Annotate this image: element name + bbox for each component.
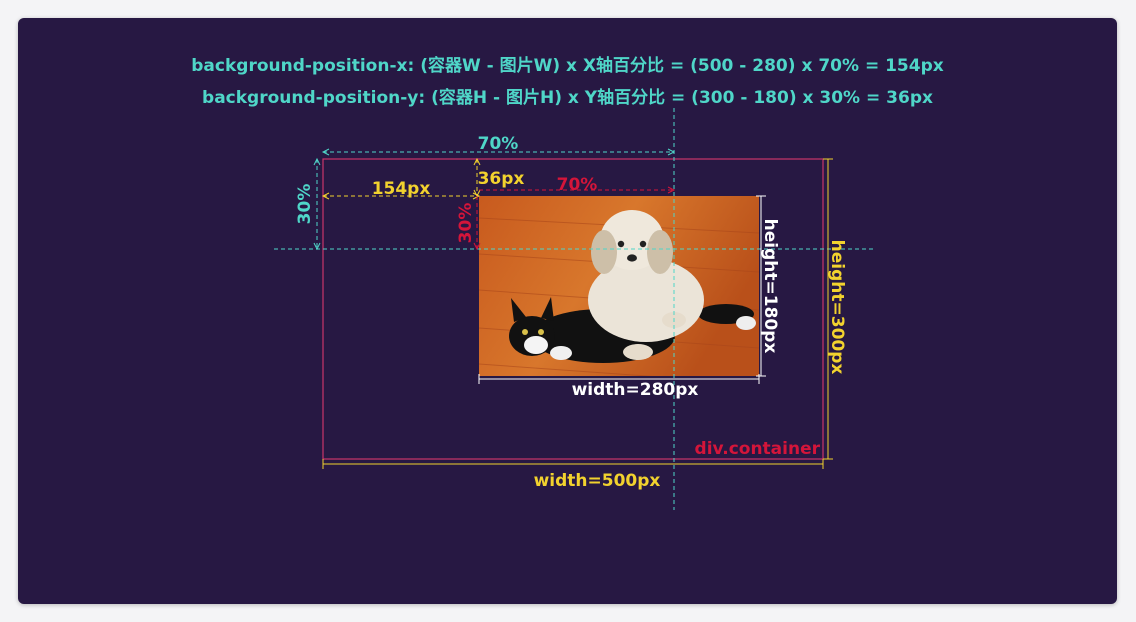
background-position-diagram: 70% 30% 154px 36px 70% 30% height=180px xyxy=(274,108,874,510)
container-name-label: div.container xyxy=(695,439,821,459)
image-height-label: height=180px xyxy=(760,219,780,354)
dog-and-cat-photo xyxy=(479,196,759,376)
formula-position-x: background-position-x: (容器W - 图片W) x X轴百… xyxy=(191,56,944,76)
formula-position-y: background-position-y: (容器H - 图片H) x Y轴百… xyxy=(202,88,933,108)
diagram-panel: background-position-x: (容器W - 图片W) x X轴百… xyxy=(18,18,1117,604)
offset-y-label: 36px xyxy=(478,169,525,189)
container-box xyxy=(322,158,824,460)
image-x-percent-label: 70% xyxy=(557,175,598,195)
container-width-label: width=500px xyxy=(534,471,661,491)
offset-x-label: 154px xyxy=(372,179,431,199)
container-x-percent-label: 70% xyxy=(478,134,519,154)
container-y-percent-label: 30% xyxy=(295,184,315,225)
image-y-percent-label: 30% xyxy=(456,203,476,244)
image-width-label: width=280px xyxy=(572,380,699,400)
container-height-label: height=300px xyxy=(827,240,847,375)
